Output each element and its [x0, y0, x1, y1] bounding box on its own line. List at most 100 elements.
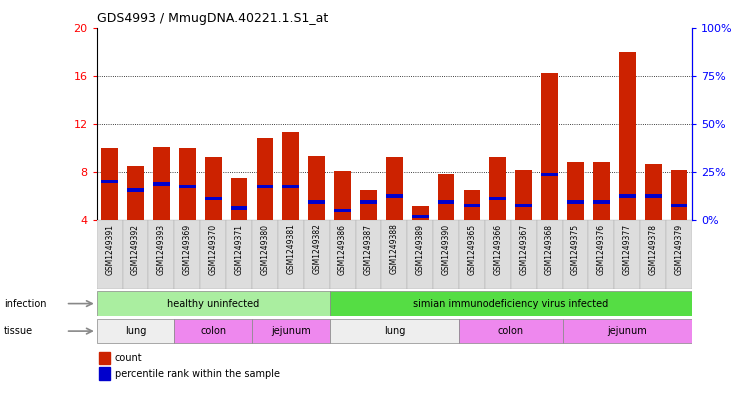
Text: GSM1249380: GSM1249380: [260, 224, 269, 275]
Text: GSM1249386: GSM1249386: [338, 224, 347, 275]
FancyBboxPatch shape: [536, 220, 562, 289]
Text: jejunum: jejunum: [607, 326, 647, 336]
Bar: [127, 166, 144, 220]
FancyBboxPatch shape: [562, 319, 692, 343]
FancyBboxPatch shape: [252, 220, 278, 289]
Text: GSM1249381: GSM1249381: [286, 224, 295, 274]
Text: GDS4993 / MmugDNA.40221.1.S1_at: GDS4993 / MmugDNA.40221.1.S1_at: [97, 12, 328, 25]
Text: GSM1249378: GSM1249378: [649, 224, 658, 275]
Bar: [437, 174, 455, 220]
Text: GSM1249390: GSM1249390: [442, 224, 451, 275]
Text: colon: colon: [498, 326, 524, 336]
Text: GSM1249370: GSM1249370: [208, 224, 218, 275]
Bar: [231, 178, 248, 220]
FancyBboxPatch shape: [356, 220, 382, 289]
Text: GSM1249375: GSM1249375: [571, 224, 580, 275]
Text: GSM1249388: GSM1249388: [390, 224, 399, 274]
Bar: [593, 200, 610, 204]
Bar: [257, 138, 273, 220]
Text: GSM1249392: GSM1249392: [131, 224, 140, 275]
Bar: [283, 185, 299, 188]
Bar: [334, 171, 351, 220]
Text: tissue: tissue: [4, 326, 33, 336]
Bar: [179, 148, 196, 220]
FancyBboxPatch shape: [97, 319, 174, 343]
Bar: [101, 148, 118, 220]
FancyBboxPatch shape: [330, 291, 692, 316]
Bar: [411, 206, 429, 220]
FancyBboxPatch shape: [640, 220, 666, 289]
Bar: [205, 196, 222, 200]
FancyBboxPatch shape: [589, 220, 615, 289]
Bar: [619, 51, 635, 220]
Text: count: count: [115, 353, 142, 363]
Text: lung: lung: [125, 326, 147, 336]
Bar: [516, 169, 532, 220]
Bar: [567, 200, 584, 204]
Bar: [490, 158, 506, 220]
FancyBboxPatch shape: [97, 220, 123, 289]
Text: jejunum: jejunum: [271, 326, 311, 336]
FancyBboxPatch shape: [330, 220, 356, 289]
Bar: [619, 194, 635, 198]
Text: colon: colon: [200, 326, 226, 336]
Text: GSM1249365: GSM1249365: [467, 224, 476, 275]
FancyBboxPatch shape: [123, 220, 149, 289]
Bar: [670, 169, 687, 220]
Bar: [645, 163, 661, 220]
Text: GSM1249391: GSM1249391: [105, 224, 114, 275]
Text: GSM1249376: GSM1249376: [597, 224, 606, 275]
Text: percentile rank within the sample: percentile rank within the sample: [115, 369, 280, 378]
FancyBboxPatch shape: [485, 220, 511, 289]
Bar: [127, 188, 144, 192]
Bar: [411, 215, 429, 218]
FancyBboxPatch shape: [666, 220, 692, 289]
Bar: [99, 367, 109, 380]
Bar: [516, 204, 532, 208]
Bar: [670, 204, 687, 208]
FancyBboxPatch shape: [330, 319, 459, 343]
FancyBboxPatch shape: [433, 220, 459, 289]
FancyBboxPatch shape: [252, 319, 330, 343]
Bar: [386, 158, 403, 220]
Text: infection: infection: [4, 299, 46, 309]
FancyBboxPatch shape: [278, 220, 304, 289]
FancyBboxPatch shape: [459, 220, 485, 289]
FancyBboxPatch shape: [200, 220, 226, 289]
Bar: [334, 209, 351, 212]
Text: GSM1249387: GSM1249387: [364, 224, 373, 275]
Text: GSM1249369: GSM1249369: [183, 224, 192, 275]
Text: GSM1249367: GSM1249367: [519, 224, 528, 275]
Bar: [464, 190, 481, 220]
FancyBboxPatch shape: [174, 319, 252, 343]
Text: healthy uninfected: healthy uninfected: [167, 299, 260, 309]
Bar: [541, 173, 558, 176]
Bar: [645, 194, 661, 198]
Text: GSM1249393: GSM1249393: [157, 224, 166, 275]
Text: GSM1249371: GSM1249371: [234, 224, 243, 275]
FancyBboxPatch shape: [174, 220, 200, 289]
FancyBboxPatch shape: [149, 220, 174, 289]
Bar: [205, 158, 222, 220]
Bar: [153, 147, 170, 220]
Bar: [308, 156, 325, 220]
Text: GSM1249382: GSM1249382: [312, 224, 321, 274]
Bar: [567, 162, 584, 220]
Text: GSM1249379: GSM1249379: [675, 224, 684, 275]
Bar: [437, 200, 455, 204]
FancyBboxPatch shape: [407, 220, 433, 289]
Bar: [179, 185, 196, 188]
Bar: [360, 200, 377, 204]
Bar: [231, 206, 248, 210]
Bar: [464, 204, 481, 208]
Bar: [308, 200, 325, 204]
Bar: [490, 196, 506, 200]
FancyBboxPatch shape: [511, 220, 536, 289]
Bar: [283, 132, 299, 220]
Bar: [360, 190, 377, 220]
Bar: [99, 351, 109, 364]
FancyBboxPatch shape: [382, 220, 407, 289]
FancyBboxPatch shape: [226, 220, 252, 289]
FancyBboxPatch shape: [304, 220, 330, 289]
FancyBboxPatch shape: [615, 220, 640, 289]
